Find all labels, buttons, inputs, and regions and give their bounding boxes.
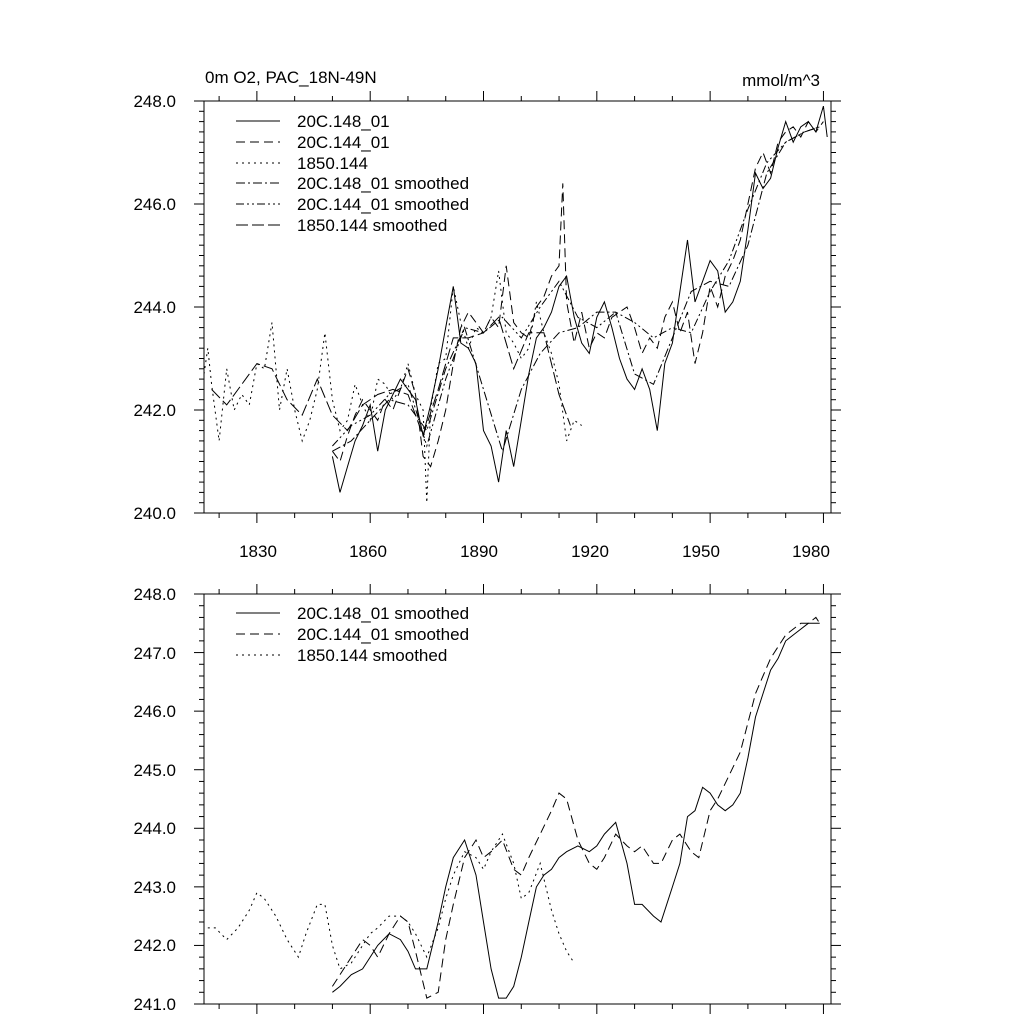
series-line-20c-144-01-smoothed bbox=[331, 616, 821, 999]
legend-label: 1850.144 bbox=[297, 154, 368, 173]
series-line-20c-148-01 bbox=[331, 105, 828, 493]
legend-label: 20C.148_01 smoothed bbox=[297, 604, 469, 623]
bottom-chart-y-tick-labels: 241.0 242.0 243.0 244.0 245.0 246.0 247.… bbox=[133, 585, 176, 1014]
legend-label: 20C.144_01 bbox=[297, 133, 390, 152]
legend-label: 1850.144 smoothed bbox=[297, 646, 447, 665]
bottom-chart-ticks bbox=[194, 584, 841, 1014]
legend-label: 20C.148_01 smoothed bbox=[297, 174, 469, 193]
series-line-1850-144 bbox=[204, 270, 582, 503]
y-tick-label: 247.0 bbox=[133, 644, 176, 663]
y-tick-label: 245.0 bbox=[133, 761, 176, 780]
y-tick-label: 244.0 bbox=[133, 298, 176, 317]
y-tick-label: 248.0 bbox=[133, 92, 176, 111]
y-tick-label: 246.0 bbox=[133, 702, 176, 721]
y-tick-label: 244.0 bbox=[133, 819, 176, 838]
x-tick-label: 1950 bbox=[682, 542, 720, 561]
series-line-20c-148-01-smoothed bbox=[332, 622, 820, 999]
x-tick-label: 1920 bbox=[571, 542, 609, 561]
x-tick-label: 1980 bbox=[792, 542, 830, 561]
y-tick-label: 241.0 bbox=[133, 995, 176, 1014]
top-chart-legend: 20C.148_01 20C.144_01 1850.144 20C.148_0… bbox=[236, 112, 469, 235]
y-tick-label: 242.0 bbox=[133, 936, 176, 955]
top-chart-ticks bbox=[194, 91, 841, 523]
bottom-chart-legend: 20C.148_01 smoothed 20C.144_01 smoothed … bbox=[236, 604, 469, 665]
series-line-20c-144-01 bbox=[331, 120, 824, 468]
series-line-20c-148-01-smoothed bbox=[332, 126, 820, 453]
y-tick-label: 248.0 bbox=[133, 585, 176, 604]
x-tick-label: 1830 bbox=[239, 542, 277, 561]
bottom-chart-panel: 241.0 242.0 243.0 244.0 245.0 246.0 247.… bbox=[133, 584, 841, 1014]
bottom-chart-frame bbox=[203, 593, 832, 1005]
y-tick-label: 243.0 bbox=[133, 878, 176, 897]
legend-label: 1850.144 smoothed bbox=[297, 216, 447, 235]
y-tick-label: 242.0 bbox=[133, 401, 176, 420]
bottom-chart-series bbox=[207, 616, 821, 999]
top-chart-panel: 0m O2, PAC_18N-49N mmol/m^3 240.0 242.0 … bbox=[133, 68, 841, 561]
series-line-1850-144-smoothed bbox=[211, 316, 571, 438]
legend-label: 20C.148_01 bbox=[297, 112, 390, 131]
y-tick-label: 246.0 bbox=[133, 195, 176, 214]
x-tick-label: 1890 bbox=[460, 542, 498, 561]
legend-label: 20C.144_01 smoothed bbox=[297, 625, 469, 644]
top-chart-y-tick-labels: 240.0 242.0 244.0 246.0 248.0 bbox=[133, 92, 176, 523]
x-tick-label: 1860 bbox=[349, 542, 387, 561]
legend-label: 20C.144_01 smoothed bbox=[297, 195, 469, 214]
series-line-1850-144-smoothed bbox=[207, 833, 575, 970]
series-line-20c-144-01-smoothed bbox=[332, 126, 820, 448]
y-tick-label: 240.0 bbox=[133, 504, 176, 523]
top-chart-x-tick-labels: 1830 1860 1890 1920 1950 1980 bbox=[239, 542, 830, 561]
top-chart-units: mmol/m^3 bbox=[742, 71, 820, 90]
top-chart-title: 0m O2, PAC_18N-49N bbox=[205, 68, 377, 87]
top-chart-series bbox=[204, 105, 828, 503]
